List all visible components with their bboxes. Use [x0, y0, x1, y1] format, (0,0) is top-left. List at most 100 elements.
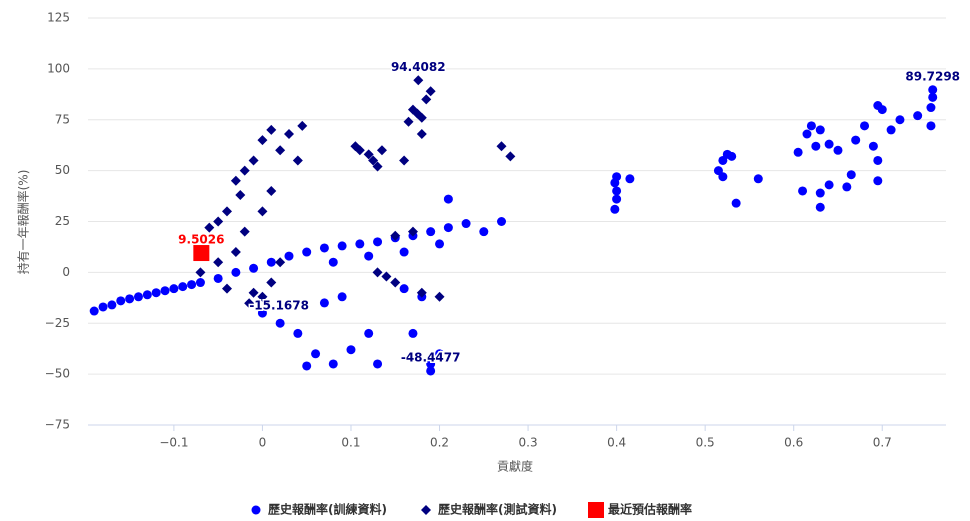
point — [239, 226, 250, 237]
point — [354, 145, 365, 156]
point — [311, 349, 321, 359]
point — [284, 251, 294, 261]
y-tick-label: −75 — [45, 418, 70, 432]
point — [266, 257, 276, 267]
point — [231, 267, 241, 277]
point — [815, 188, 825, 198]
point — [833, 145, 843, 155]
point — [612, 172, 622, 182]
y-tick-label: −25 — [45, 316, 70, 330]
x-tick-label: 0.5 — [696, 436, 715, 450]
point — [416, 287, 427, 298]
point — [213, 257, 224, 268]
point — [283, 128, 294, 139]
point — [195, 267, 206, 278]
point — [275, 318, 285, 328]
x-tick-label: 0.3 — [519, 436, 538, 450]
point — [98, 302, 108, 312]
point — [275, 145, 286, 156]
point — [399, 247, 409, 257]
point — [257, 135, 268, 146]
point — [257, 308, 267, 318]
point — [421, 94, 432, 105]
point — [895, 115, 905, 125]
point — [926, 121, 936, 131]
y-tick-label: 75 — [55, 112, 70, 126]
point — [230, 247, 241, 258]
point — [178, 282, 188, 292]
point — [302, 361, 312, 371]
point — [151, 288, 161, 298]
point — [364, 251, 374, 261]
point — [851, 135, 861, 145]
point — [443, 194, 453, 204]
point — [204, 222, 215, 233]
point — [416, 112, 427, 123]
point — [222, 206, 233, 217]
point — [235, 190, 246, 201]
point — [363, 149, 374, 160]
point — [426, 227, 436, 237]
point — [213, 216, 224, 227]
point — [292, 155, 303, 166]
point — [408, 328, 418, 338]
point — [824, 180, 834, 190]
point — [926, 103, 936, 113]
point — [266, 185, 277, 196]
point — [727, 151, 737, 161]
point — [815, 125, 825, 135]
point — [248, 155, 259, 166]
point — [125, 294, 135, 304]
point — [244, 298, 255, 309]
point — [266, 277, 277, 288]
legend-label: 歷史報酬率(測試資料) — [438, 502, 557, 517]
point — [257, 291, 268, 302]
x-tick-label: 0.2 — [430, 436, 449, 450]
point — [873, 155, 883, 165]
point — [328, 359, 338, 369]
point — [160, 286, 170, 296]
point — [319, 243, 329, 253]
point — [793, 147, 803, 157]
point — [319, 298, 329, 308]
data-label: -48.4477 — [401, 350, 461, 364]
point — [612, 186, 622, 196]
point — [337, 241, 347, 251]
x-tick-label: 0.6 — [784, 436, 803, 450]
point — [293, 328, 303, 338]
point — [142, 290, 152, 300]
point — [612, 194, 622, 204]
x-tick-label: 0 — [259, 436, 267, 450]
legend-item[interactable]: 歷史報酬率(訓練資料) — [251, 502, 387, 517]
point — [802, 129, 812, 139]
legend-item[interactable]: 最近預估報酬率 — [588, 502, 692, 519]
point — [886, 125, 896, 135]
point — [381, 271, 392, 282]
y-tick-label: 0 — [62, 265, 70, 279]
point — [798, 186, 808, 196]
point — [107, 300, 117, 310]
point — [421, 505, 431, 515]
point — [443, 223, 453, 233]
point — [187, 280, 197, 290]
point — [302, 247, 312, 257]
point — [610, 204, 620, 214]
point — [928, 85, 938, 95]
data-label: 89.7298 — [905, 69, 960, 83]
point — [248, 287, 259, 298]
legend-label: 歷史報酬率(訓練資料) — [268, 502, 387, 517]
point — [373, 237, 383, 247]
point — [505, 151, 516, 162]
y-tick-label: 125 — [47, 11, 70, 25]
point — [222, 283, 233, 294]
legend-item[interactable]: 歷史報酬率(測試資料) — [421, 502, 557, 517]
point — [718, 172, 728, 182]
point — [434, 291, 445, 302]
point — [425, 86, 436, 97]
point — [625, 174, 635, 184]
point — [842, 182, 852, 192]
x-tick-label: 0.4 — [607, 436, 626, 450]
point — [257, 206, 268, 217]
point — [753, 174, 763, 184]
